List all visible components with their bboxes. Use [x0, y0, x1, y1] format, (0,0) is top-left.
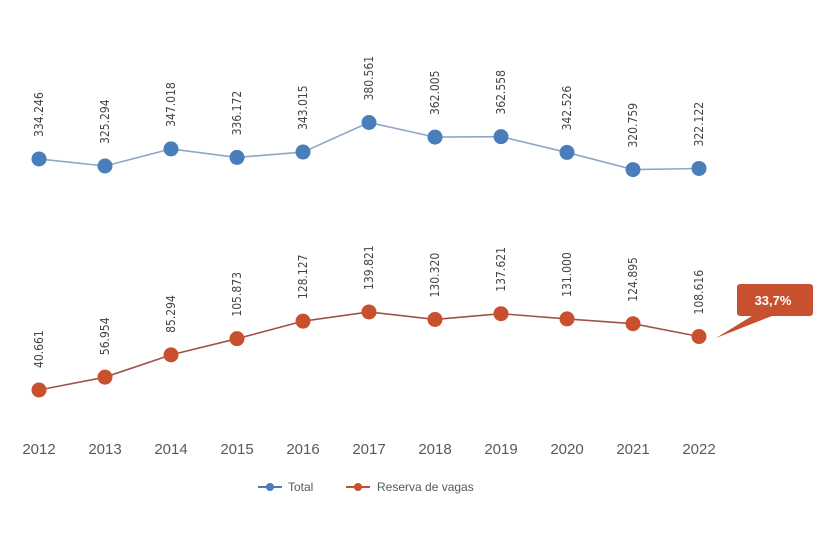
data-point-total[interactable]	[625, 162, 641, 178]
data-point-total[interactable]	[691, 160, 707, 176]
x-tick-label: 2012	[22, 441, 55, 458]
legend-label-total: Total	[288, 480, 313, 494]
data-label-total: 320.759	[626, 103, 640, 148]
data-point-total[interactable]	[493, 129, 509, 145]
x-tick-label: 2016	[286, 441, 319, 458]
data-point-total[interactable]	[559, 144, 575, 160]
data-label-reserva: 56.954	[98, 317, 112, 355]
data-point-total[interactable]	[229, 149, 245, 165]
data-label-reserva: 131.000	[560, 252, 574, 297]
data-label-total: 322.122	[692, 102, 706, 147]
x-tick-label: 2021	[616, 441, 649, 458]
series-line-reserva	[38, 311, 700, 391]
x-tick-label: 2020	[550, 441, 583, 458]
data-point-reserva[interactable]	[625, 316, 641, 332]
data-point-reserva[interactable]	[31, 382, 47, 398]
data-label-total: 325.294	[98, 99, 112, 144]
data-label-total: 342.526	[560, 86, 574, 131]
data-label-reserva: 85.294	[164, 295, 178, 333]
x-tick-label: 2017	[352, 441, 385, 458]
data-point-total[interactable]	[31, 151, 47, 167]
x-tick-label: 2018	[418, 441, 451, 458]
data-label-total: 380.561	[362, 56, 376, 101]
data-point-total[interactable]	[361, 114, 377, 130]
legend-marker-reserva	[354, 483, 362, 491]
data-point-reserva[interactable]	[493, 306, 509, 322]
x-tick-label: 2022	[682, 441, 715, 458]
x-tick-label: 2019	[484, 441, 517, 458]
data-point-total[interactable]	[163, 141, 179, 157]
data-point-total[interactable]	[97, 158, 113, 174]
data-point-reserva[interactable]	[163, 347, 179, 363]
legend-item-reserva[interactable]: Reserva de vagas	[346, 480, 474, 494]
callout-annotation: 33,7%	[716, 284, 813, 338]
data-label-total: 362.005	[428, 70, 442, 115]
data-label-total: 334.246	[32, 92, 46, 137]
series-total: 334.246 325.294 347.018 336.172 343.015 380.5…	[31, 56, 707, 178]
data-label-total: 336.172	[230, 91, 244, 136]
data-label-total: 343.015	[296, 85, 310, 130]
legend-label-reserva: Reserva de vagas	[377, 480, 474, 494]
data-point-total[interactable]	[427, 129, 443, 145]
callout-box	[716, 284, 813, 338]
data-point-reserva[interactable]	[559, 311, 575, 327]
data-point-reserva[interactable]	[97, 369, 113, 385]
data-point-total[interactable]	[295, 144, 311, 160]
x-tick-label: 2015	[220, 441, 253, 458]
data-label-reserva: 139.821	[362, 245, 376, 290]
x-tick-label: 2014	[154, 441, 187, 458]
series-reserva: 40.661 56.954 85.294 105.873 128.127 139.821 1…	[31, 245, 707, 398]
x-tick-label: 2013	[88, 441, 121, 458]
data-label-reserva: 108.616	[692, 270, 706, 315]
data-point-reserva[interactable]	[295, 313, 311, 329]
data-label-total: 347.018	[164, 82, 178, 127]
legend-item-total[interactable]: Total	[258, 480, 313, 494]
legend-marker-total	[266, 483, 274, 491]
data-label-reserva: 130.320	[428, 253, 442, 298]
data-label-reserva: 105.873	[230, 272, 244, 317]
legend: Total Reserva de vagas	[258, 480, 474, 494]
data-label-reserva: 124.895	[626, 257, 640, 302]
data-label-total: 362.558	[494, 70, 508, 115]
data-point-reserva[interactable]	[361, 304, 377, 320]
data-point-reserva[interactable]	[691, 329, 707, 345]
data-point-reserva[interactable]	[229, 331, 245, 347]
data-label-reserva: 128.127	[296, 255, 310, 300]
data-label-reserva: 137.621	[494, 247, 508, 292]
data-point-reserva[interactable]	[427, 311, 443, 327]
data-label-reserva: 40.661	[32, 330, 46, 368]
callout-label: 33,7%	[755, 293, 792, 308]
